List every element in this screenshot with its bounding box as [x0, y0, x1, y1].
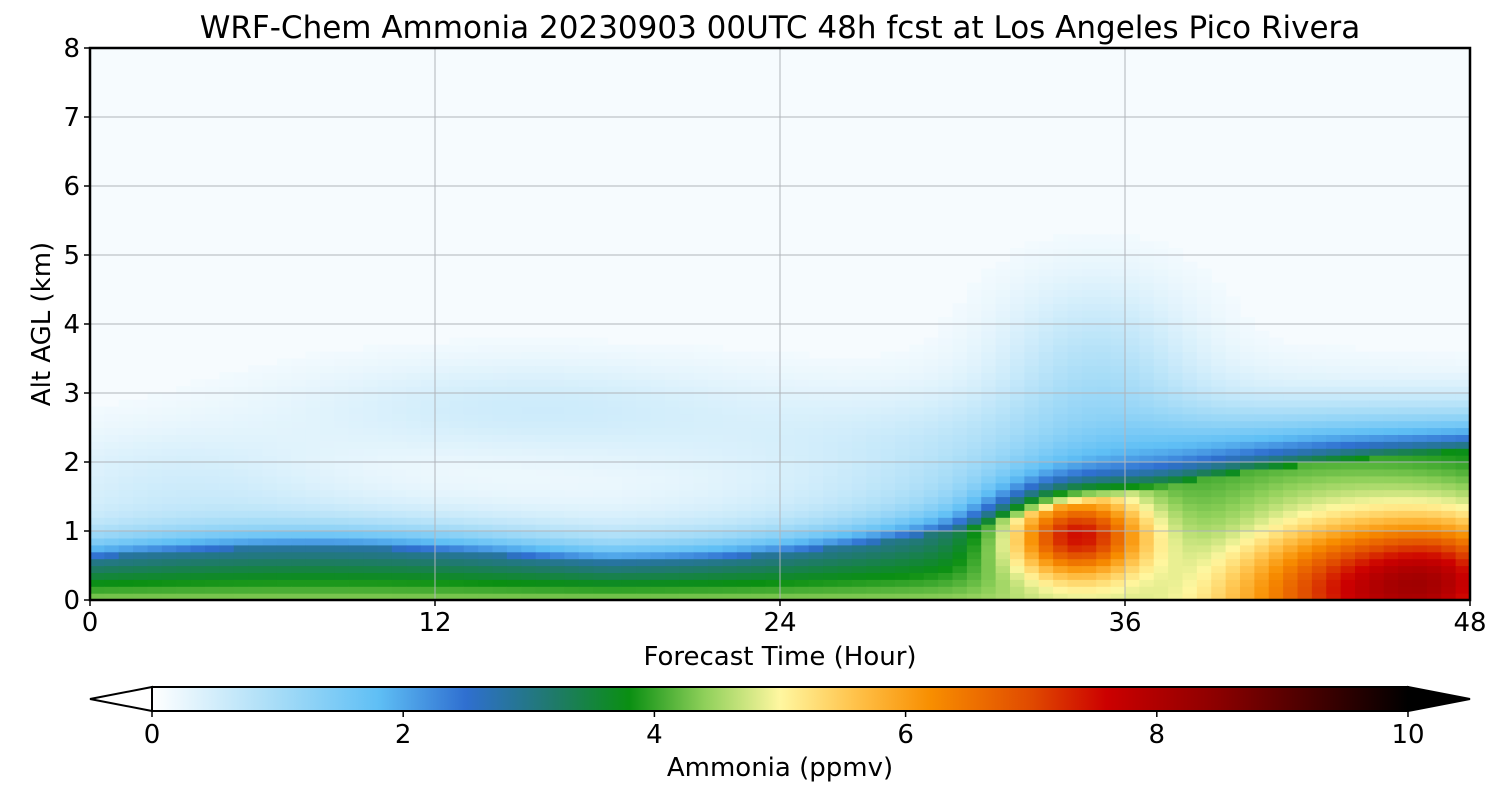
y-tick-label: 2 [63, 448, 80, 478]
concentration-field [90, 234, 1470, 600]
y-axis-label: Alt AGL (km) [27, 242, 57, 406]
colorbar: 0 2 4 6 8 10 Ammonia (ppmv) [89, 685, 1471, 783]
colorbar-extend-high [1407, 685, 1471, 713]
y-tick-label: 6 [63, 172, 80, 202]
x-axis-label: Forecast Time (Hour) [643, 642, 916, 672]
colorbar-label: Ammonia (ppmv) [667, 753, 893, 783]
x-tick-label: 12 [418, 608, 451, 638]
colorbar-gradient [152, 687, 1408, 711]
colorbar-tick-label: 4 [646, 720, 663, 750]
y-tick-label: 8 [63, 34, 80, 64]
colorbar-tick-label: 2 [395, 720, 412, 750]
colorbar-extend-low [89, 685, 153, 713]
colorbar-tick-label: 0 [144, 720, 161, 750]
x-tick-label: 0 [82, 608, 99, 638]
colorbar-tick-label: 6 [897, 720, 914, 750]
chart-title: WRF-Chem Ammonia 20230903 00UTC 48h fcst… [200, 10, 1361, 46]
colorbar-frame [151, 686, 1409, 712]
y-tick-label: 5 [63, 241, 80, 271]
grid-lines [90, 48, 1470, 600]
colorbar-tick-label: 10 [1391, 720, 1424, 750]
y-axis: 0 1 2 3 4 5 6 7 8 [63, 34, 90, 616]
y-tick-label: 1 [63, 517, 80, 547]
y-tick-label: 3 [63, 379, 80, 409]
x-axis: 0 12 24 36 48 [82, 600, 1487, 638]
x-tick-label: 48 [1453, 608, 1486, 638]
y-tick-label: 0 [63, 586, 80, 616]
y-tick-label: 7 [63, 103, 80, 133]
x-tick-label: 36 [1108, 608, 1141, 638]
colorbar-ticks: 0 2 4 6 8 10 [144, 711, 1425, 750]
colorbar-tick-label: 8 [1149, 720, 1166, 750]
y-tick-label: 4 [63, 310, 80, 340]
plot-area [88, 46, 1472, 602]
x-tick-label: 24 [763, 608, 796, 638]
